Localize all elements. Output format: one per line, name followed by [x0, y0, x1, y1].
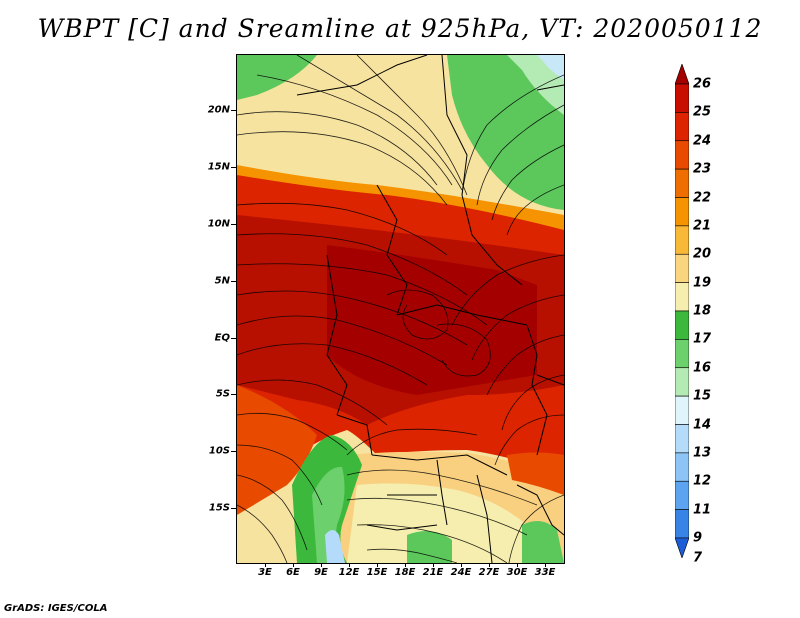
colorbar-label: 19 [693, 275, 712, 291]
field-darkred-inner [327, 245, 537, 395]
colorbar-label: 7 [693, 550, 703, 566]
lon-label: 15E [366, 567, 388, 578]
colorbar-segment [675, 395, 689, 425]
colorbar-label: 14 [693, 417, 712, 432]
lat-tick [231, 338, 236, 339]
colorbar-segment [675, 168, 689, 198]
field-orange-sw [237, 385, 317, 515]
lon-label: 9E [314, 567, 328, 578]
chart-title: WBPT [C] and Sreamline at 925hPa, VT: 20… [37, 14, 763, 43]
colorbar-segment [675, 197, 689, 227]
colorbar-label: 20 [693, 246, 712, 262]
field-lightgreen-sw [312, 466, 345, 563]
lat-tick [231, 281, 236, 282]
lat-label: 10S [208, 445, 230, 457]
colorbar-segment [675, 282, 689, 312]
map-panel [236, 54, 565, 564]
lon-label: 21E [422, 567, 444, 578]
lon-label: 3E [258, 567, 272, 578]
lon-label: 6E [286, 567, 300, 578]
lat-tick [231, 167, 236, 168]
field-orange-east [507, 452, 564, 495]
colorbar-segment [675, 112, 689, 142]
colorbar-segment [675, 424, 689, 454]
lat-tick [231, 110, 236, 111]
colorbar-segment [675, 83, 689, 113]
lon-tick [517, 563, 518, 567]
colorbar-segment [675, 310, 689, 340]
lon-tick [489, 563, 490, 567]
colorbar-segment [675, 253, 689, 283]
lat-label: EQ [214, 332, 230, 344]
lon-tick [405, 563, 406, 567]
field-lightgreen-ne [507, 55, 564, 115]
lat-label: 15N [207, 161, 230, 173]
lon-tick [265, 563, 266, 567]
grads-credit: GrADS: IGES/COLA [4, 603, 108, 614]
lon-label: 24E [450, 567, 472, 578]
lat-label: 15S [208, 502, 230, 514]
colorbar-label: 11 [693, 502, 712, 518]
lat-tick [231, 224, 236, 225]
colorbar-label: 17 [693, 331, 712, 347]
colorbar-segment [675, 452, 689, 482]
lon-label: 27E [478, 567, 500, 578]
field-blue-sw [325, 530, 345, 563]
lat-label: 10N [207, 218, 230, 230]
colorbar-label: 15 [693, 388, 712, 404]
lon-label: 30E [506, 567, 528, 578]
colorbar-segment [675, 339, 689, 369]
colorbar-label: 16 [693, 360, 712, 376]
lat-label: 5S [215, 388, 230, 400]
colorbar [675, 64, 689, 558]
colorbar-segment [675, 225, 689, 255]
lon-tick [377, 563, 378, 567]
field-green-nw [237, 55, 317, 100]
lon-label: 12E [338, 567, 360, 578]
lon-tick [321, 563, 322, 567]
field-green-se [407, 531, 452, 563]
country-borders [296, 55, 564, 563]
field-green-se2 [522, 521, 564, 563]
lon-tick [293, 563, 294, 567]
field-paleyellow-south [347, 483, 527, 563]
colorbar-label: 26 [693, 76, 712, 92]
colorbar-label: 24 [693, 133, 712, 149]
lon-label: 18E [394, 567, 416, 578]
colorbar-segment [675, 367, 689, 397]
lon-tick [461, 563, 462, 567]
lat-tick [231, 508, 236, 509]
streamlines [237, 55, 564, 563]
lon-label: 33E [534, 567, 556, 578]
colorbar-segment [675, 140, 689, 170]
lon-tick [545, 563, 546, 567]
lon-tick [349, 563, 350, 567]
colorbar-label: 22 [693, 190, 712, 205]
field-green-ne [447, 55, 564, 210]
wbpt-field [237, 55, 564, 563]
colorbar-label: 13 [693, 445, 712, 461]
colorbar-label: 9 [693, 530, 703, 546]
field-blue-ne [537, 55, 564, 80]
colorbar-label: 12 [693, 473, 712, 489]
lat-label: 5N [214, 275, 230, 287]
colorbar-segment [675, 480, 689, 510]
lat-label: 20N [207, 104, 230, 116]
colorbar-label: 21 [693, 218, 712, 234]
colorbar-segment [675, 509, 689, 539]
lon-tick [433, 563, 434, 567]
colorbar-label: 18 [693, 303, 712, 319]
lat-tick [231, 451, 236, 452]
colorbar-label: 25 [693, 104, 712, 120]
lat-tick [231, 394, 236, 395]
colorbar-segment [675, 64, 689, 85]
colorbar-segment [675, 537, 689, 558]
colorbar-label: 23 [693, 161, 712, 177]
